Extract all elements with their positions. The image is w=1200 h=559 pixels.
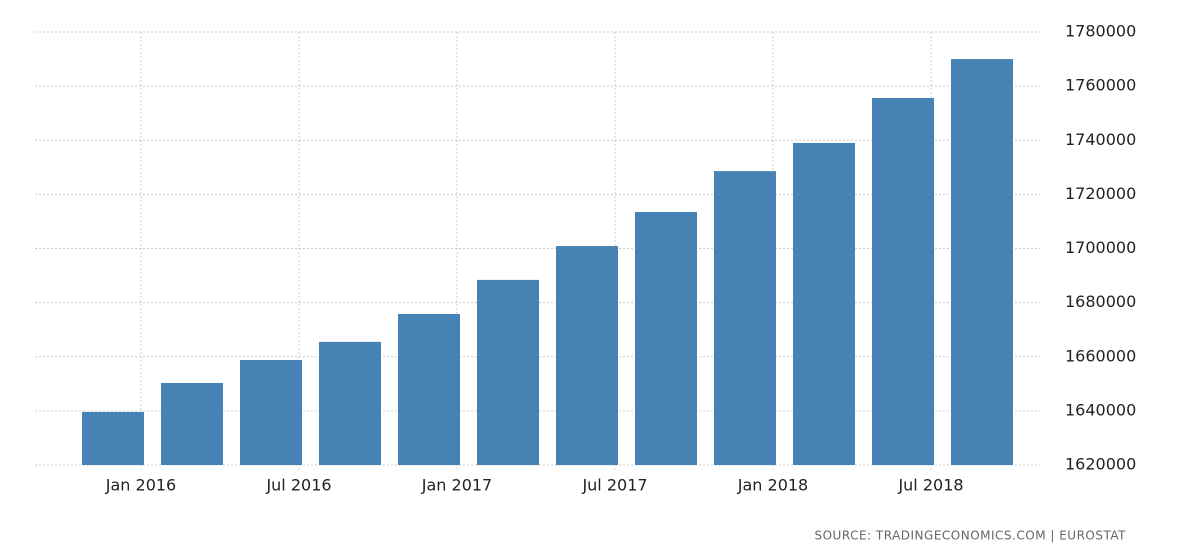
y-tick-label: 1700000 [1065,238,1136,257]
bar [951,59,1013,465]
bar [793,142,855,466]
y-tick-label: 1740000 [1065,130,1136,149]
x-tick-label: Jan 2016 [105,476,176,495]
y-tick-label: 1680000 [1065,292,1136,311]
x-tick-label: Jul 2018 [897,476,963,495]
x-tick-label: Jul 2017 [581,476,647,495]
bar [82,411,144,465]
x-tick-label: Jan 2017 [421,476,492,495]
bar [398,313,460,465]
x-tick-label: Jan 2018 [737,476,808,495]
bar [556,246,618,465]
bar [714,171,776,465]
source: SOURCE: TRADINGECONOMICS.COM | EUROSTAT [814,529,1126,543]
y-tick-label: 1760000 [1065,76,1136,95]
bar [319,341,381,465]
x-tick-label: Jul 2016 [265,476,331,495]
bar [635,211,697,465]
y-tick-label: 1720000 [1065,184,1136,203]
y-tick-label: 1660000 [1065,346,1136,365]
y-tick-label: 1780000 [1065,22,1136,41]
bar [240,359,302,465]
bar [161,383,223,465]
y-tick-label: 1620000 [1065,455,1136,474]
bar [477,279,539,465]
y-tick-label: 1640000 [1065,400,1136,419]
bar [872,98,934,465]
